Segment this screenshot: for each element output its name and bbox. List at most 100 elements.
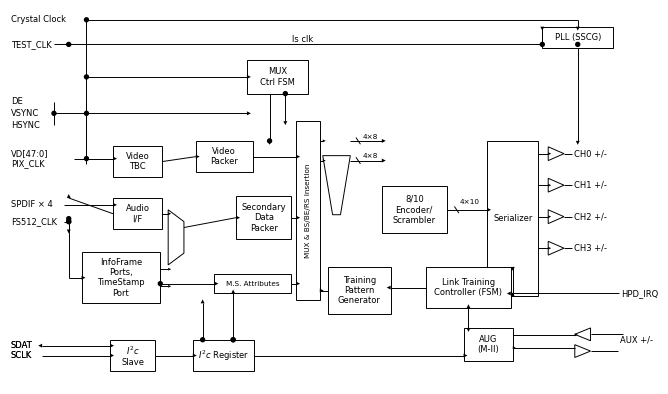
Polygon shape: [507, 292, 511, 296]
Text: PLL (SSCG): PLL (SSCG): [554, 33, 601, 42]
Polygon shape: [548, 147, 564, 161]
Text: AUG
(M-II): AUG (M-II): [477, 335, 499, 354]
Text: VSYNC: VSYNC: [11, 109, 39, 118]
Text: InfoFrame
Ports,
TimeStamp
Port: InfoFrame Ports, TimeStamp Port: [97, 258, 145, 298]
Text: Link Training
Controller (FSM): Link Training Controller (FSM): [434, 278, 502, 297]
Text: MUX
Ctrl FSM: MUX Ctrl FSM: [260, 67, 295, 87]
Circle shape: [67, 43, 71, 46]
Polygon shape: [113, 203, 117, 207]
Polygon shape: [466, 328, 470, 332]
Bar: [110, 340, 156, 371]
Bar: [464, 328, 513, 361]
Text: SDAT: SDAT: [11, 341, 33, 350]
Polygon shape: [193, 353, 197, 357]
Circle shape: [52, 112, 56, 115]
Polygon shape: [168, 285, 171, 288]
Polygon shape: [214, 282, 218, 286]
Text: TEST_CLK: TEST_CLK: [11, 40, 51, 49]
Text: PIX_CLK: PIX_CLK: [11, 159, 44, 168]
Polygon shape: [511, 292, 515, 296]
Polygon shape: [323, 156, 350, 215]
Text: ls clk: ls clk: [293, 35, 314, 44]
Text: CH1 +/-: CH1 +/-: [574, 181, 607, 190]
Text: 4×10: 4×10: [460, 199, 480, 205]
Polygon shape: [113, 157, 117, 161]
Text: DE: DE: [11, 97, 23, 106]
Bar: [196, 141, 253, 173]
Polygon shape: [487, 208, 491, 212]
Polygon shape: [323, 139, 326, 142]
Polygon shape: [268, 141, 272, 145]
Text: 4×8: 4×8: [362, 152, 377, 159]
Text: VD[47:0]: VD[47:0]: [11, 149, 48, 158]
Text: MUX & BS/BE/RS Insertion: MUX & BS/BE/RS Insertion: [305, 164, 311, 258]
Circle shape: [67, 219, 71, 223]
Polygon shape: [574, 328, 591, 341]
Text: Serializer: Serializer: [493, 214, 532, 223]
Circle shape: [67, 219, 71, 223]
Bar: [113, 146, 162, 177]
Polygon shape: [464, 353, 468, 357]
Text: Audio
I/F: Audio I/F: [126, 204, 150, 223]
Bar: [247, 60, 308, 94]
Polygon shape: [168, 212, 171, 215]
Circle shape: [84, 18, 88, 22]
Text: Video
TBC: Video TBC: [126, 152, 150, 171]
Circle shape: [84, 157, 88, 161]
Text: CH3 +/-: CH3 +/-: [574, 244, 607, 253]
Text: HPD_IRQ: HPD_IRQ: [621, 289, 658, 298]
Polygon shape: [247, 112, 251, 115]
Text: Training
Pattern
Generator: Training Pattern Generator: [338, 276, 381, 305]
Polygon shape: [200, 299, 204, 303]
Text: SCLK: SCLK: [11, 351, 32, 360]
Polygon shape: [548, 152, 551, 155]
Text: M.S. Attributes: M.S. Attributes: [226, 281, 280, 287]
Polygon shape: [548, 178, 564, 192]
Text: AUX +/-: AUX +/-: [620, 335, 653, 344]
Circle shape: [231, 338, 235, 342]
Polygon shape: [81, 276, 86, 280]
Circle shape: [200, 338, 204, 342]
Text: SCLK: SCLK: [11, 351, 32, 360]
Text: CH0 +/-: CH0 +/-: [574, 149, 607, 158]
Circle shape: [283, 92, 287, 96]
Polygon shape: [296, 216, 300, 219]
Text: FS512_CLK: FS512_CLK: [11, 217, 57, 226]
Polygon shape: [231, 290, 235, 294]
Polygon shape: [296, 155, 300, 159]
Polygon shape: [168, 268, 171, 271]
Polygon shape: [67, 229, 71, 233]
Text: $I^2c$ Register: $I^2c$ Register: [198, 348, 249, 363]
Polygon shape: [511, 267, 515, 271]
Bar: [193, 340, 254, 371]
Polygon shape: [548, 215, 551, 218]
Polygon shape: [540, 27, 544, 31]
Polygon shape: [323, 159, 326, 162]
Polygon shape: [38, 344, 42, 348]
Polygon shape: [196, 155, 200, 159]
Circle shape: [84, 112, 88, 115]
Bar: [81, 252, 160, 303]
Polygon shape: [65, 43, 69, 46]
Bar: [296, 121, 320, 300]
Bar: [426, 267, 511, 308]
Circle shape: [540, 43, 544, 46]
Polygon shape: [574, 345, 591, 357]
Polygon shape: [247, 75, 251, 79]
Polygon shape: [548, 247, 551, 250]
Bar: [236, 196, 291, 239]
Text: SDAT: SDAT: [11, 341, 33, 350]
Bar: [487, 141, 538, 296]
Polygon shape: [466, 304, 470, 308]
Bar: [542, 27, 613, 48]
Text: 8/10
Encoder/
Scrambler: 8/10 Encoder/ Scrambler: [393, 195, 436, 225]
Text: HSYNC: HSYNC: [11, 121, 39, 130]
Polygon shape: [110, 353, 114, 357]
Text: Secondary
Data
Packer: Secondary Data Packer: [241, 203, 286, 232]
Polygon shape: [548, 241, 564, 255]
Bar: [113, 198, 162, 229]
Polygon shape: [548, 184, 551, 187]
Polygon shape: [382, 159, 385, 163]
Polygon shape: [296, 282, 300, 286]
Text: SPDIF × 4: SPDIF × 4: [11, 201, 52, 209]
